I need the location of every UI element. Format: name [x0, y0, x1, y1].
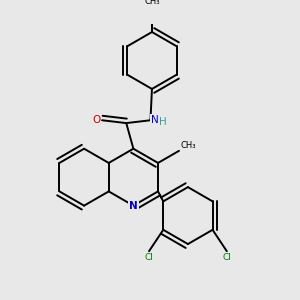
- Text: O: O: [92, 115, 101, 125]
- Text: N: N: [129, 201, 138, 211]
- Text: N: N: [151, 115, 159, 124]
- Text: Cl: Cl: [144, 253, 153, 262]
- Text: CH₃: CH₃: [144, 0, 160, 6]
- Text: Cl: Cl: [223, 253, 232, 262]
- Text: CH₃: CH₃: [180, 141, 196, 150]
- Text: H: H: [159, 117, 166, 127]
